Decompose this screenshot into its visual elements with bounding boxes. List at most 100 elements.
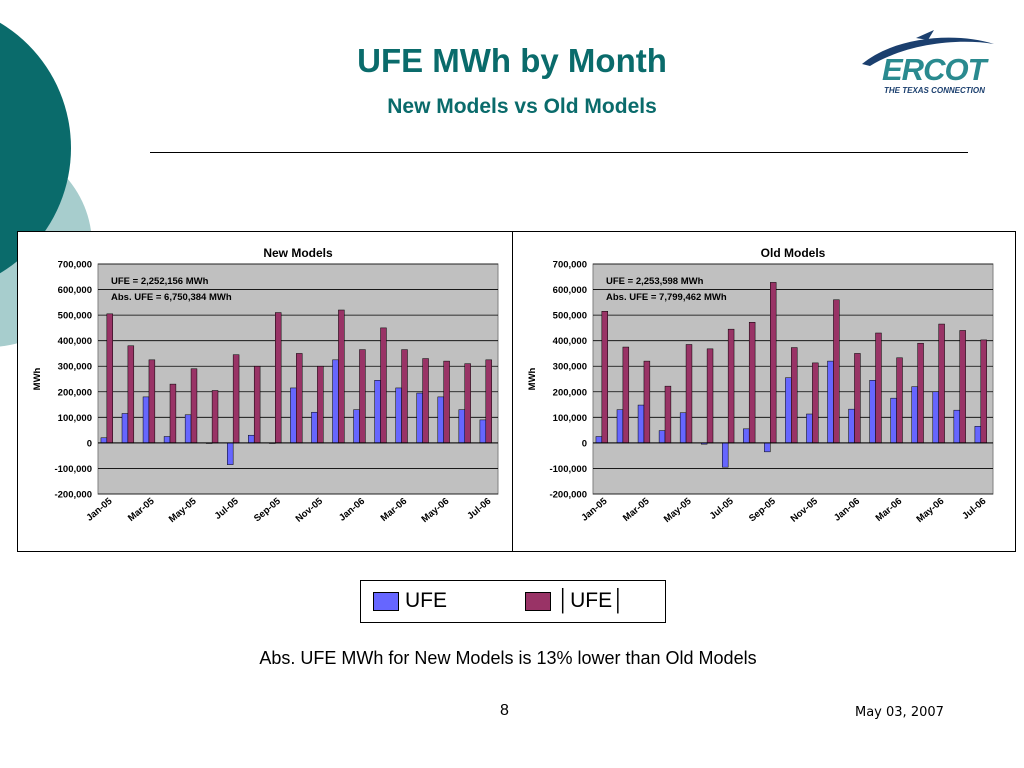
chart2-bar-ufe [869,380,876,444]
legend-swatch-ufe [373,591,399,611]
chart1-bar-abs-ufe [148,359,156,444]
chart2-bar-ufe [911,386,918,444]
chart1-bar-ufe [290,387,297,444]
chart2-bar-ufe [722,442,729,468]
chart2-bar-ufe [806,413,813,444]
chart2-bar-ufe [953,409,960,444]
chart2-annotation: Abs. UFE = 7,799,462 MWh [606,292,727,303]
old-models-chart: Old Models 700,000 600,000 500,000 400,000 30… [512,231,1016,552]
chart1-bar-ufe [395,387,402,444]
chart1-bar-abs-ufe [464,363,471,444]
logo-swoosh-icon [862,30,994,66]
chart2-y-tick-label: 0 [582,438,587,449]
chart2-y-tick-label: -200,000 [549,490,587,501]
chart2-bar-ufe [637,404,645,444]
chart2-bar-ufe [890,397,897,444]
chart1-x-tick-label: May-05 [167,495,199,525]
chart1-y-tick-label: 400,000 [58,336,92,347]
chart1-bar-abs-ufe [422,358,429,444]
chart2-bar-abs-ufe [706,348,714,444]
chart1-bar-abs-ufe [253,365,261,444]
chart1-bar-abs-ufe [211,390,219,444]
chart1-bar-abs-ufe [296,353,303,444]
page-title: UFE MWh by Month [357,42,667,79]
new-models-chart: New Models 700,000 600,000 500,000 400,000 30… [17,231,515,552]
chart2-bar-abs-ufe [875,332,882,444]
chart1-x-tick-label: Jan-06 [337,496,367,524]
chart2-bar-abs-ufe [770,282,777,444]
chart1-bar-abs-ufe [127,345,135,444]
chart2-title: Old Models [761,246,826,260]
chart1-bar-ufe [227,442,234,465]
chart1-y-tick-label: -100,000 [54,464,92,475]
chart2-bar-abs-ufe [748,322,756,444]
chart1-bar-abs-ufe [485,359,492,444]
chart1-y-tick-label: -200,000 [54,490,92,501]
chart2-x-tick-label: Nov-05 [789,495,821,524]
page-subtitle: New Models vs Old Models [387,95,657,118]
chart1-bar-ufe [121,413,129,444]
summary-note: Abs. UFE MWh for New Models is 13% lower… [259,648,757,668]
chart1-bar-ufe [416,392,423,444]
chart2-bar-abs-ufe [938,323,945,444]
chart1-bar-ufe [374,380,381,444]
chart2-y-tick-label: -100,000 [549,464,587,475]
chart2-bar-abs-ufe [622,346,630,444]
chart2-bar-ufe [848,408,855,444]
chart1-bar-abs-ufe [317,365,324,444]
chart2-bar-abs-ufe [896,357,903,444]
chart1-bar-abs-ufe [401,349,408,444]
chart1-y-tick-label: 0 [87,438,92,449]
chart1-y-tick-label: 100,000 [58,413,92,424]
chart2-x-tick-label: May-05 [662,495,694,525]
chart2-bar-ufe [932,391,939,444]
dark-teal-circle [0,22,71,274]
chart2-y-tick-label: 500,000 [553,311,587,322]
chart1-y-tick-label: 600,000 [58,285,92,296]
chart2-x-tick-label: Jan-06 [832,496,862,524]
chart1-bar-abs-ufe [275,312,282,444]
chart2-bar-ufe [679,412,687,444]
chart2-bar-abs-ufe [664,385,672,444]
chart2-bar-abs-ufe [685,344,693,444]
chart1-bar-abs-ufe [338,309,345,444]
chart1-bar-ufe [311,411,318,444]
chart1-bar-ufe [353,409,360,444]
chart2-bar-abs-ufe [601,311,608,444]
chart2-bar-abs-ufe [791,347,798,444]
chart2-x-tick-label: Jul-06 [960,496,988,522]
chart1-bar-ufe [479,419,487,444]
slide-date: May 03, 2007 [855,705,944,720]
chart1-bar-ufe [163,436,171,444]
chart1-bar-abs-ufe [232,354,240,444]
chart2-x-tick-label: Mar-05 [621,495,652,524]
chart2-bar-ufe [616,409,624,444]
chart1-bar-abs-ufe [190,368,198,444]
chart1-bar-ufe [437,396,444,444]
chart2-bar-ufe [595,436,603,444]
chart1-bar-abs-ufe [359,349,366,444]
chart2-bar-abs-ufe [854,353,861,444]
chart1-x-tick-label: Mar-06 [379,496,410,524]
chart1-x-tick-label: Nov-05 [294,495,326,524]
chart2-bar-abs-ufe [917,342,924,444]
chart2-bar-ufe [827,360,834,444]
chart2-bar-ufe [658,430,666,444]
chart1-bar-abs-ufe [443,360,450,444]
chart2-y-tick-label: 400,000 [553,336,587,347]
chart2-x-tick-label: Jul-05 [708,495,737,522]
chart1-y-tick-label: 500,000 [58,311,92,322]
chart2-bar-ufe [764,442,771,453]
chart2-bar-abs-ufe [833,299,840,444]
chart2-x-tick-label: May-06 [915,496,947,525]
chart2-bar-ufe [743,428,750,444]
chart1-x-tick-label: Mar-05 [126,495,157,524]
chart2-y-tick-label: 100,000 [553,413,587,424]
chart1-bar-abs-ufe [380,327,387,444]
legend-item-abs-ufe: │UFE│ [525,589,625,613]
chart1-x-tick-label: Sep-05 [252,495,283,524]
chart2-y-tick-label: 700,000 [553,260,587,271]
chart1-bar-ufe [184,414,192,444]
chart2-annotation: UFE = 2,253,598 MWh [606,276,704,287]
chart1-bar-ufe [100,437,108,444]
